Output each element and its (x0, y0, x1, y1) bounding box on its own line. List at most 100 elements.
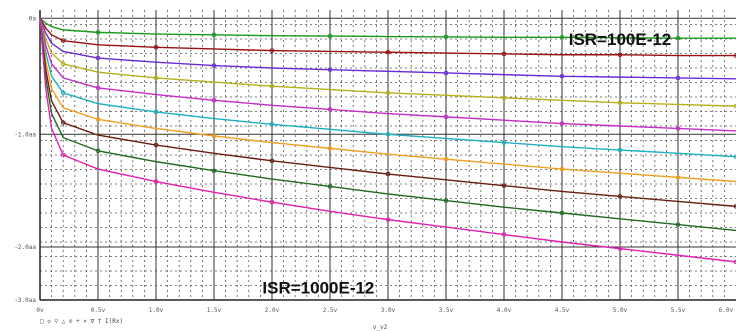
series-marker (211, 32, 217, 38)
y-tick-label: -3.0aa (14, 297, 36, 304)
annotation-label: ISR=100E-12 (569, 30, 672, 49)
series-marker (733, 103, 736, 109)
series-marker (211, 133, 217, 139)
series-marker (559, 121, 565, 126)
x-tick-label: 0.5v (91, 307, 106, 314)
series-layer (39, 17, 736, 265)
series-marker (675, 222, 681, 227)
x-tick-label: 4.0v (497, 307, 512, 314)
y-tick-label: -1.0aa (14, 131, 36, 138)
series-marker (501, 183, 507, 188)
series-marker (675, 75, 681, 81)
series-marker (443, 114, 449, 120)
series-marker (617, 194, 623, 199)
series-marker (60, 61, 66, 67)
series-marker (385, 90, 391, 96)
series-marker (559, 166, 565, 172)
x-tick-label: 3.0v (381, 307, 396, 314)
series-marker (153, 142, 159, 148)
series-marker (733, 204, 736, 209)
series-marker (327, 67, 333, 72)
legend-text: □ ◇ ▽ △ ⊙ + × ∇ † I(Rx) (40, 318, 123, 325)
series-marker (327, 146, 333, 151)
series-marker (327, 184, 333, 189)
y-tick-label: 0a (29, 15, 37, 22)
series-marker (385, 131, 391, 137)
y-tick-label: -2.0aa (14, 244, 36, 251)
series-marker (95, 148, 101, 154)
x-tick-label: 2.0v (265, 307, 280, 314)
series-line (39, 17, 736, 39)
series-marker (733, 53, 736, 58)
series-marker (501, 140, 507, 145)
x-tick-labels: 0v 0.5v 1.0v 1.5v 2.0v 2.5v 3.0v 3.5v 4.0v 4.5v 5.… (36, 307, 733, 314)
series-marker (269, 122, 275, 127)
series-marker (443, 198, 449, 203)
series-line (39, 18, 736, 80)
series-marker (211, 63, 217, 68)
series-marker (443, 156, 449, 162)
series-marker (617, 147, 623, 153)
x-tick-label: 1.5v (207, 307, 222, 314)
series-marker (269, 83, 275, 89)
series-marker (559, 35, 565, 40)
series-marker (385, 49, 391, 55)
series-marker (269, 48, 275, 53)
series-marker (675, 126, 681, 131)
series-marker (60, 152, 66, 158)
series-marker (327, 107, 333, 112)
series-marker (269, 158, 275, 164)
series-marker (559, 210, 565, 216)
series-marker (501, 51, 507, 57)
series-marker (675, 175, 681, 180)
series-marker (675, 35, 681, 41)
x-tick-label: 1.0v (149, 307, 164, 314)
series-marker (269, 199, 275, 205)
y-tick-labels: 0a -1.0aa -2.0aa -3.0aa (14, 15, 36, 304)
series-marker (501, 232, 507, 237)
x-axis-label: v_v2 (373, 324, 388, 331)
series-line (39, 18, 736, 107)
series-marker (559, 73, 565, 79)
series-line (39, 18, 736, 263)
series-marker (443, 34, 449, 40)
series-marker (153, 179, 159, 184)
series-marker (95, 85, 101, 91)
series-marker (385, 217, 391, 222)
x-tick-label: 5.0v (613, 307, 628, 314)
series-marker (95, 30, 101, 35)
series-line (39, 18, 736, 208)
series-marker (60, 90, 66, 96)
x-tick-label: 6.0v (719, 307, 734, 314)
series-marker (211, 98, 217, 103)
x-tick-label: 0v (36, 307, 44, 314)
series-line (39, 17, 736, 57)
series-marker (385, 171, 391, 177)
x-tick-label: 3.5v (439, 307, 454, 314)
series-line (39, 18, 736, 132)
series-marker (733, 154, 736, 159)
series-marker (95, 117, 101, 122)
x-tick-label: 5.5v (671, 307, 686, 314)
series-marker (153, 109, 159, 115)
series-marker (60, 38, 66, 43)
series-line (39, 18, 736, 183)
series-marker (327, 33, 333, 39)
series-marker (617, 100, 623, 106)
annotation-layer: ISR=100E-12 ISR=1000E-12 (262, 30, 671, 298)
series-marker (501, 95, 507, 101)
series-line (39, 18, 736, 232)
x-tick-label: 2.5v (323, 307, 338, 314)
series-marker (443, 70, 449, 76)
series-line (39, 18, 736, 158)
x-tick-label: 4.5v (555, 307, 570, 314)
annotation-label: ISR=1000E-12 (262, 279, 374, 298)
series-marker (153, 44, 159, 50)
series-marker (211, 168, 217, 174)
series-marker (153, 75, 159, 81)
series-marker (60, 120, 66, 125)
series-marker (617, 246, 623, 251)
series-marker (617, 52, 623, 58)
series-marker (733, 259, 736, 265)
